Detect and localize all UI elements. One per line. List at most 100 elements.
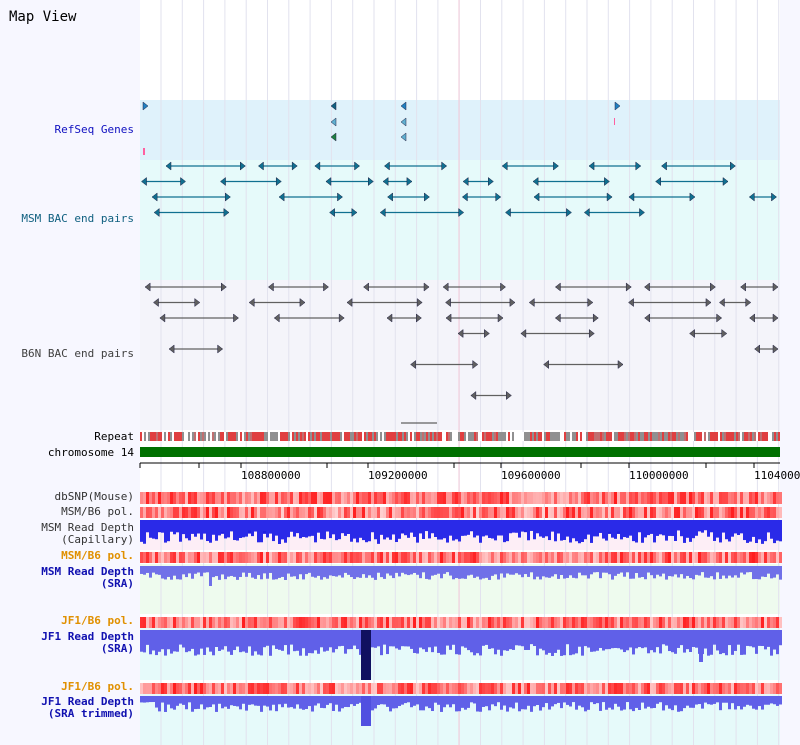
polymorphism-cell — [548, 507, 551, 518]
polymorphism-cell — [641, 552, 644, 563]
polymorphism-cell — [356, 492, 359, 504]
read-depth-bar — [356, 520, 359, 527]
read-depth-bar — [371, 520, 374, 533]
read-depth-bar — [491, 520, 494, 539]
polymorphism-cell — [428, 683, 431, 694]
read-depth-bar — [614, 520, 617, 533]
read-depth-bar — [320, 630, 323, 648]
read-depth-bar — [221, 520, 224, 534]
read-depth-bar — [584, 630, 587, 647]
read-depth-bar — [455, 630, 458, 655]
polymorphism-cell — [635, 507, 638, 518]
read-depth-bar — [563, 696, 566, 703]
polymorphism-cell — [764, 617, 767, 628]
polymorphism-cell — [713, 683, 716, 694]
polymorphism-cell — [248, 617, 251, 628]
read-depth-bar — [347, 630, 350, 650]
read-depth-bar — [554, 566, 557, 575]
polymorphism-cell — [464, 617, 467, 628]
read-depth-bar — [308, 520, 311, 537]
bac-end-marker — [159, 313, 166, 323]
polymorphism-cell — [182, 617, 185, 628]
read-depth-bar — [461, 520, 464, 527]
repeat-segment — [228, 432, 230, 441]
map-view-title: Map View — [9, 9, 77, 25]
polymorphism-cell — [599, 492, 602, 504]
polymorphism-cell — [365, 683, 368, 694]
read-depth-bar — [560, 566, 563, 575]
polymorphism-cell — [236, 683, 239, 694]
read-depth-bar — [146, 696, 149, 703]
read-depth-bar — [197, 520, 200, 534]
repeat-segment — [384, 432, 386, 441]
repeat-segment — [212, 432, 214, 441]
polymorphism-cell — [647, 507, 650, 518]
repeat-segment — [336, 432, 338, 441]
polymorphism-cell — [287, 617, 290, 628]
read-depth-bar — [533, 520, 536, 540]
polymorphism-cell — [326, 617, 329, 628]
polymorphism-cell — [494, 617, 497, 628]
polymorphism-cell — [608, 492, 611, 504]
read-depth-bar — [242, 566, 245, 573]
chromosome-ideogram[interactable] — [530, 52, 656, 66]
read-depth-bar — [599, 520, 602, 533]
read-depth-bar — [311, 566, 314, 577]
polymorphism-cell — [470, 507, 473, 518]
read-depth-bar — [494, 630, 497, 655]
polymorphism-cell — [632, 492, 635, 504]
read-depth-bar — [212, 520, 215, 527]
bac-end-marker — [505, 207, 511, 218]
polymorphism-cell — [725, 492, 728, 504]
polymorphism-cell — [248, 507, 251, 518]
polymorphism-cell — [647, 617, 650, 628]
read-depth-bar — [770, 696, 773, 704]
polymorphism-cell — [191, 552, 194, 563]
repeat-segment — [356, 432, 358, 441]
read-depth-bar — [608, 696, 611, 708]
read-depth-bar — [368, 696, 371, 709]
read-depth-bar — [731, 520, 734, 529]
read-depth-bar — [206, 520, 209, 542]
polymorphism-cell — [452, 683, 455, 694]
read-depth-bar — [671, 520, 674, 536]
polymorphism-cell — [719, 683, 722, 694]
polymorphism-cell — [650, 552, 653, 563]
read-depth-bar — [557, 696, 560, 703]
repeat-segment — [764, 432, 766, 441]
read-depth-bar — [140, 520, 143, 542]
read-depth-bar — [407, 566, 410, 576]
read-depth-bar — [545, 520, 548, 528]
repeat-segment — [310, 432, 312, 441]
read-depth-bar — [287, 520, 290, 533]
read-depth-bar — [527, 696, 530, 706]
bac-end-marker — [509, 297, 516, 308]
read-depth-bar — [611, 520, 614, 528]
polymorphism-cell — [290, 507, 293, 518]
polymorphism-cell — [527, 507, 530, 518]
polymorphism-cell — [245, 507, 248, 518]
repeat-segment — [596, 432, 598, 441]
read-depth-bar — [230, 520, 233, 532]
read-depth-bar — [719, 696, 722, 711]
polymorphism-cell — [626, 492, 629, 504]
repeat-segment — [270, 432, 272, 441]
read-depth-bar — [380, 630, 383, 656]
bac-end-marker — [553, 161, 559, 171]
polymorphism-cell — [155, 507, 158, 518]
repeat-segment — [380, 432, 382, 441]
jf1-read-depth-trimmed-line2: (SRA trimmed) — [47, 707, 134, 720]
polymorphism-cell — [398, 507, 401, 518]
jf1-trimmed-track-background — [140, 694, 780, 745]
read-depth-bar — [440, 520, 443, 531]
read-depth-bar — [431, 566, 434, 576]
read-depth-bar — [278, 696, 281, 705]
read-depth-bar — [176, 566, 179, 580]
read-depth-bar — [476, 566, 479, 577]
read-depth-bar — [524, 520, 527, 531]
polymorphism-cell — [644, 552, 647, 563]
repeat-segment — [192, 432, 194, 441]
repeat-segment — [278, 432, 280, 441]
read-depth-bar — [617, 696, 620, 707]
polymorphism-cell — [755, 617, 758, 628]
